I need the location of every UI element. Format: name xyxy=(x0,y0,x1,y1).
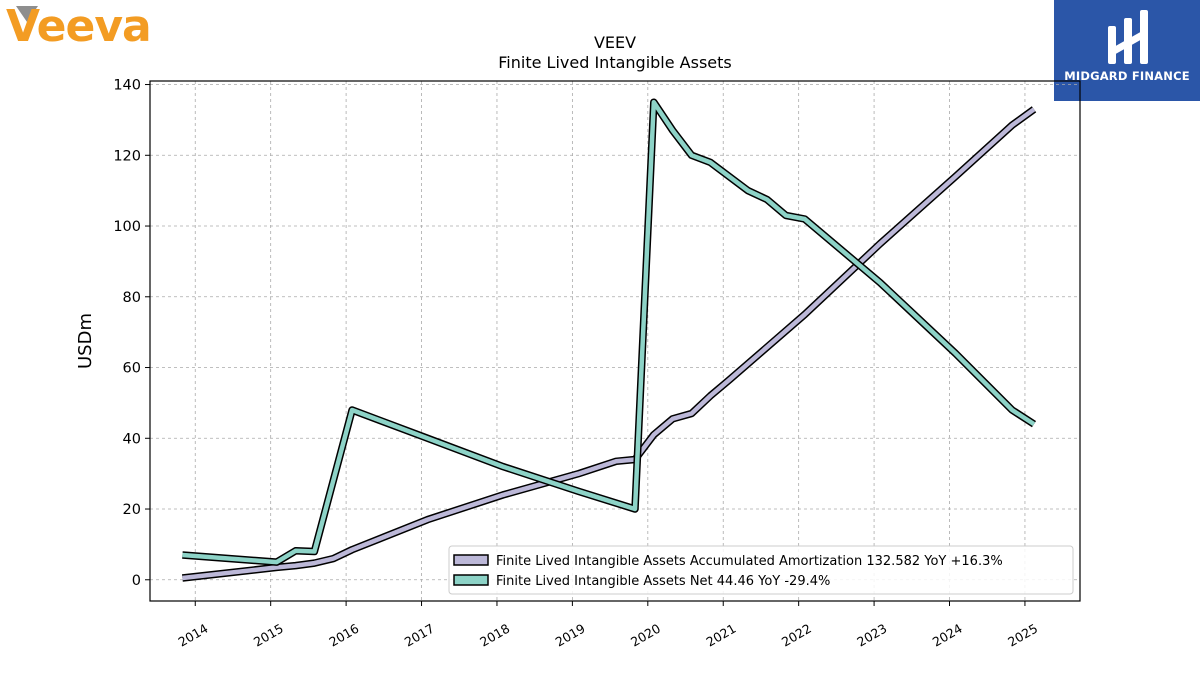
veeva-triangle-icon xyxy=(16,6,38,22)
x-tick-label: 2023 xyxy=(854,621,889,650)
midgard-logo-icon xyxy=(1108,10,1148,64)
series-line-1 xyxy=(182,99,1036,565)
x-tick-label: 2021 xyxy=(703,621,738,650)
y-axis-label: USDm xyxy=(75,313,96,369)
y-tick-label: 40 xyxy=(123,431,141,447)
x-tick-label: 2020 xyxy=(628,621,663,650)
veeva-logo: Veeva xyxy=(4,1,174,52)
y-tick-label: 120 xyxy=(113,148,141,164)
y-tick-label: 100 xyxy=(113,219,141,235)
midgard-finance-badge: MIDGARD FINANCE xyxy=(1054,0,1200,101)
legend-swatch-0 xyxy=(453,554,489,566)
legend-box xyxy=(448,545,1074,595)
chart-subtitle: Finite Lived Intangible Assets xyxy=(498,53,732,72)
series-line-outline-0 xyxy=(181,106,1037,582)
x-tick-label: 2024 xyxy=(930,621,965,650)
y-tick-label: 140 xyxy=(113,78,141,94)
x-tick-label: 2017 xyxy=(402,621,437,650)
x-tick-label: 2022 xyxy=(779,621,814,650)
series-line-outline-1 xyxy=(182,98,1037,566)
x-tick-label: 2025 xyxy=(1005,621,1040,650)
y-tick-label: 80 xyxy=(123,290,141,306)
legend-swatch-1 xyxy=(453,574,489,586)
veeva-logo-text: Veeva xyxy=(6,2,151,48)
y-tick-label: 20 xyxy=(123,502,141,518)
legend-label-1: Finite Lived Intangible Assets Net 44.46… xyxy=(496,574,830,589)
x-tick-label: 2014 xyxy=(175,621,210,650)
chart-title: VEEV xyxy=(593,33,637,52)
series-lines xyxy=(181,98,1037,582)
series-line-0 xyxy=(182,107,1036,581)
y-tick-label: 60 xyxy=(123,361,141,377)
brand-name: MIDGARD FINANCE xyxy=(1064,69,1190,83)
x-tick-label: 2019 xyxy=(553,621,588,650)
x-tick-label: 2016 xyxy=(326,621,361,650)
x-tick-label: 2018 xyxy=(477,621,512,650)
legend-label-0: Finite Lived Intangible Assets Accumulat… xyxy=(496,554,1003,569)
legend: Finite Lived Intangible Assets Accumulat… xyxy=(448,545,1074,595)
plot-frame xyxy=(149,80,1081,602)
x-tick-label: 2015 xyxy=(251,621,286,650)
y-tick-label: 0 xyxy=(132,573,141,589)
